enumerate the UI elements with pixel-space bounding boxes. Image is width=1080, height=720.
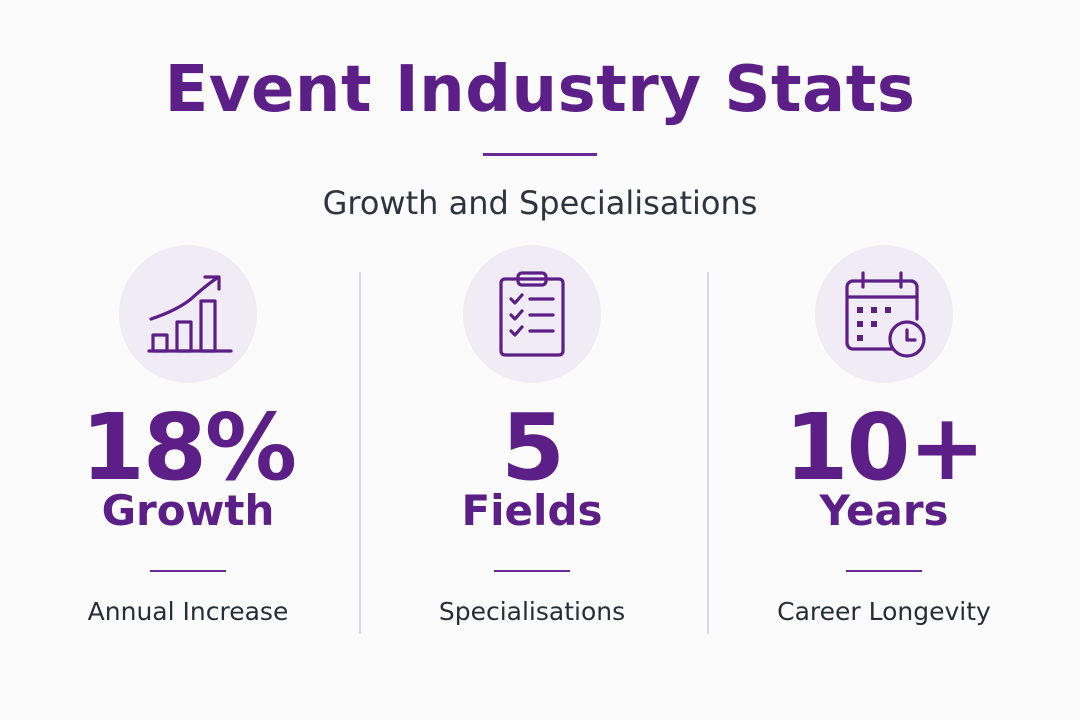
growth-chart-icon <box>119 245 257 383</box>
clipboard-checklist-icon <box>463 245 601 383</box>
stat-value: 10+ <box>784 394 985 501</box>
stat-card-years: 10+ Years Career Longevity <box>714 245 1054 645</box>
stat-label: Fields <box>461 486 603 535</box>
stat-label: Years <box>819 486 949 535</box>
title-underline <box>483 153 597 156</box>
stat-caption: Career Longevity <box>777 597 991 626</box>
column-divider <box>707 272 709 634</box>
stat-card-fields: 5 Fields Specialisations <box>362 245 702 645</box>
stat-underline <box>494 570 570 572</box>
stat-label: Growth <box>101 486 275 535</box>
column-divider <box>359 272 361 634</box>
calendar-clock-icon <box>815 245 953 383</box>
stat-caption: Annual Increase <box>87 597 289 626</box>
stat-caption: Specialisations <box>438 597 626 626</box>
stat-value: 18% <box>80 394 297 501</box>
stat-value: 5 <box>500 394 565 501</box>
page-title: Event Industry Stats <box>164 53 916 127</box>
stat-card-growth: 18% Growth Annual Increase <box>18 245 358 645</box>
page-subtitle: Growth and Specialisations <box>322 184 758 222</box>
stat-underline <box>150 570 226 572</box>
stat-underline <box>846 570 922 572</box>
